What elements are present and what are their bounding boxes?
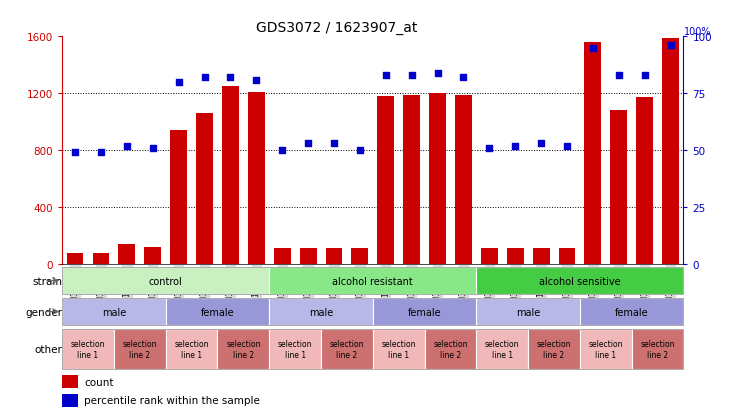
Bar [404, 95, 420, 264]
Text: selection
line 1: selection line 1 [485, 339, 520, 359]
Bar [610, 111, 627, 264]
Bar [481, 249, 498, 264]
Bar [269, 329, 321, 369]
Bar [477, 298, 580, 326]
Point [587, 45, 599, 52]
Text: selection
line 2: selection line 2 [640, 339, 675, 359]
Point [95, 150, 107, 156]
Text: male: male [309, 307, 333, 317]
Bar [373, 298, 477, 326]
Bar [248, 93, 265, 264]
Bar [425, 329, 477, 369]
Text: selection
line 1: selection line 1 [71, 339, 105, 359]
Bar [580, 329, 632, 369]
Text: selection
line 1: selection line 1 [588, 339, 623, 359]
Text: selection
line 2: selection line 2 [537, 339, 572, 359]
Bar [170, 131, 187, 264]
Bar [269, 267, 477, 295]
Bar [67, 253, 83, 264]
Bar [477, 267, 683, 295]
Text: other: other [34, 344, 62, 354]
Text: male: male [516, 307, 540, 317]
Text: selection
line 1: selection line 1 [278, 339, 312, 359]
Bar [507, 248, 523, 264]
Bar [352, 249, 368, 264]
Point [380, 72, 392, 79]
Text: control: control [149, 276, 183, 286]
Point [302, 140, 314, 147]
Bar [455, 96, 471, 264]
Bar [166, 329, 218, 369]
Text: male: male [102, 307, 126, 317]
Bar [558, 249, 575, 264]
Bar [218, 329, 269, 369]
Bar [636, 97, 653, 264]
Point [458, 75, 469, 81]
Bar [632, 329, 683, 369]
Text: count: count [84, 377, 113, 387]
Bar [373, 329, 425, 369]
Bar [93, 253, 110, 264]
Bar [144, 247, 161, 264]
Bar [321, 329, 373, 369]
Bar [269, 298, 373, 326]
Text: selection
line 2: selection line 2 [123, 339, 157, 359]
Point [535, 140, 547, 147]
Text: 100%: 100% [683, 27, 711, 37]
Point [561, 143, 573, 150]
Text: alcohol sensitive: alcohol sensitive [539, 276, 621, 286]
Bar [62, 375, 77, 388]
Point [432, 70, 444, 77]
Bar [477, 329, 528, 369]
Bar [580, 298, 683, 326]
Bar [533, 248, 550, 264]
Text: alcohol resistant: alcohol resistant [333, 276, 413, 286]
Point [639, 72, 651, 79]
Bar [166, 298, 269, 326]
Point [147, 145, 159, 152]
Text: strain: strain [32, 276, 62, 286]
Text: selection
line 1: selection line 1 [382, 339, 416, 359]
Text: female: female [201, 307, 234, 317]
Point [173, 79, 184, 86]
Bar [114, 329, 166, 369]
Bar [429, 94, 446, 264]
Point [69, 150, 81, 156]
Text: female: female [408, 307, 442, 317]
Point [406, 72, 417, 79]
Bar [528, 329, 580, 369]
Point [354, 147, 366, 154]
Point [328, 140, 340, 147]
Point [251, 77, 262, 83]
Bar [62, 298, 166, 326]
Point [276, 147, 288, 154]
Bar [585, 43, 602, 264]
Text: gender: gender [25, 307, 62, 317]
Bar [662, 38, 679, 264]
Point [483, 145, 495, 152]
Point [224, 75, 236, 81]
Text: percentile rank within the sample: percentile rank within the sample [84, 395, 260, 405]
Point [613, 72, 624, 79]
Text: selection
line 2: selection line 2 [330, 339, 364, 359]
Bar [325, 249, 342, 264]
Bar [62, 329, 114, 369]
Text: selection
line 1: selection line 1 [174, 339, 209, 359]
Bar [196, 114, 213, 264]
Bar [62, 394, 77, 407]
Bar [377, 97, 394, 264]
Text: GDS3072 / 1623907_at: GDS3072 / 1623907_at [256, 21, 417, 35]
Point [664, 43, 676, 50]
Bar [62, 267, 269, 295]
Bar [274, 249, 291, 264]
Point [121, 143, 133, 150]
Text: selection
line 2: selection line 2 [226, 339, 261, 359]
Point [199, 75, 211, 81]
Text: female: female [615, 307, 648, 317]
Point [510, 143, 521, 150]
Bar [300, 248, 317, 264]
Bar [118, 244, 135, 264]
Text: selection
line 2: selection line 2 [433, 339, 468, 359]
Bar [222, 87, 239, 264]
